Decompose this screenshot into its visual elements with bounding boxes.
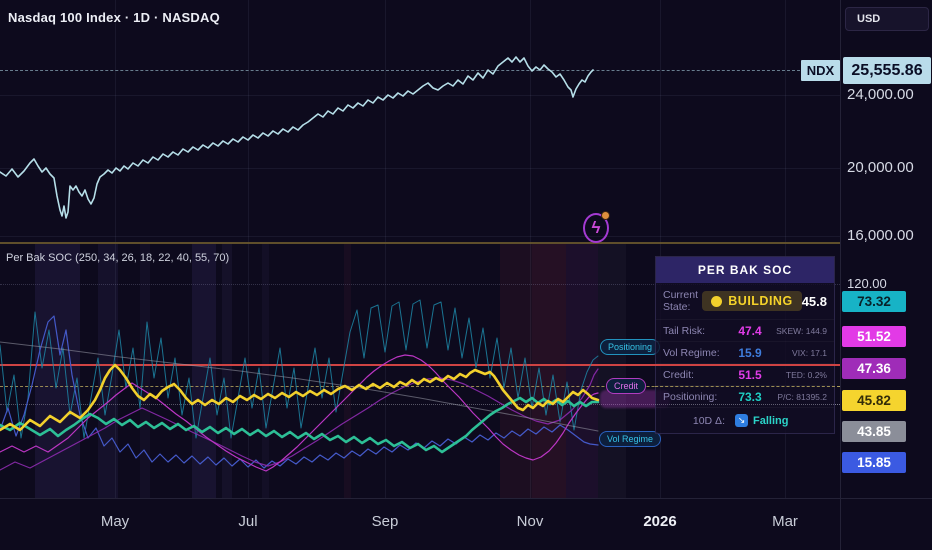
alert-flash-icon[interactable]: ϟ [583,213,609,243]
delta-row: 10D Δ: ↘ Falling [656,407,834,433]
time-label-mar: Mar [772,513,798,530]
grid-vline [785,0,786,498]
panel-row-label: Positioning: [663,390,718,403]
panel-row-extra: P/C: 81395.2 [777,391,827,402]
grid-vline [530,0,531,498]
panel-row-label: Credit: [663,368,694,381]
panel-row-extra: TED: 0.2% [785,369,827,380]
series-soc-signal-teal- [0,396,600,454]
series-tag-positioning[interactable]: Positioning [600,339,661,355]
level-line [0,70,800,71]
price-tick-label: 24,000.00 [847,86,914,103]
pane-divider[interactable] [0,242,840,244]
chart-plot-area[interactable]: ϟ Nasdaq 100 Index · 1D · NASDAQ Per Bak… [0,0,840,498]
last-price-badge: 25,555.86 [843,57,931,84]
panel-row: Credit: 51.5 TED: 0.2% [656,363,834,385]
series-vol-regime-15-85- [0,315,599,469]
price-and-indicator-series [0,56,600,472]
tag-ghost [600,390,670,408]
time-label-nov: Nov [516,513,544,530]
level-line [0,284,840,285]
regime-band [532,244,566,498]
level-line-overlay [655,404,840,405]
series-tag-credit[interactable]: Credit [606,378,647,394]
delta-value: Falling [753,414,789,427]
indicator-value-label: 47.36 [842,357,906,379]
alert-notification-dot [601,211,610,220]
level-line [0,386,840,387]
grid-vline [115,0,116,498]
grid-hline [0,95,840,96]
per-bak-soc-panel: PER BAK SOC Current State: BUILDING 45.8… [655,256,835,434]
series-composite-45-82-building- [0,363,600,432]
level-line-overlay [655,386,840,387]
regime-band [140,244,150,498]
indicator-value-label: 43.85 [842,420,906,442]
indicator-value-label: 45.82 [842,389,906,411]
grid-vline [248,0,249,498]
regime-band [35,244,80,498]
indicator-value-label: 51.52 [842,325,906,347]
panel-row-label: Tail Risk: [663,324,706,337]
symbol-title[interactable]: Nasdaq 100 Index · 1D · NASDAQ [8,10,220,25]
panel-row-label: Vol Regime: [663,346,720,359]
grid-hline [0,168,840,169]
level-line [0,364,840,366]
currency-button[interactable]: USD [845,7,929,31]
time-label-2026: 2026 [643,513,677,530]
grid-vline [385,0,386,498]
indicator-title[interactable]: Per Bak SOC (250, 34, 26, 18, 22, 40, 55… [6,252,230,264]
panel-row-value: 47.4 [738,323,762,338]
panel-row-extra: VIX: 17.1 [792,347,827,358]
time-label-jul: Jul [238,513,258,530]
regime-band [222,244,232,498]
indicator-value-label: 73.32 [842,290,906,312]
current-state-row: Current State: BUILDING 45.8 [656,283,834,319]
panel-row-extra: SKEW: 144.9 [776,325,827,336]
price-tick-label: 20,000.00 [847,159,914,176]
panel-title: PER BAK SOC [656,257,834,283]
falling-arrow-icon: ↘ [735,414,748,427]
regime-band [344,244,351,498]
state-dot-icon [711,295,723,307]
delta-label: 10D Δ: [692,414,725,427]
regime-band [566,244,598,498]
axis-corner-divider [840,499,841,550]
state-score: 45.8 [801,293,827,309]
time-label-may: May [100,513,130,530]
panel-row-value: 73.3 [738,389,762,404]
panel-row: Tail Risk: 47.4 SKEW: 144.9 [656,319,834,341]
regime-band [262,244,269,498]
level-line [0,404,840,405]
indicator-tick-label: 120.00 [847,276,887,291]
indicator-value-label: 15.85 [842,451,906,473]
current-state-label: Current State: [663,289,699,313]
series-tag-vol-regime[interactable]: Vol Regime [599,431,662,447]
series-baseline-ma-43-85- [0,341,599,432]
state-chip: BUILDING [702,291,802,311]
price-tick-label: 16,000.00 [847,227,914,244]
panel-row: Vol Regime: 15.9 VIX: 17.1 [656,341,834,363]
price-axis[interactable]: 24,000.00 20,000.00 16,000.00 120.00 73.32 5… [840,0,932,498]
state-value: BUILDING [728,294,793,308]
series-positioning-73-32- [0,299,599,439]
series-credit-51-52- [0,354,599,472]
panel-row-value: 15.9 [738,345,762,360]
time-axis[interactable]: May Jul Sep Nov 2026 Mar [0,498,932,550]
level-line-overlay [655,364,840,366]
grid-hline [0,236,840,237]
time-label-sep: Sep [371,513,399,530]
panel-row-value: 51.5 [738,367,762,382]
panel-row: Positioning: 73.3 P/C: 81395.2 [656,385,834,407]
series-ndx-close [0,56,594,219]
symbol-price-badge: NDX [801,60,840,81]
series-tail-risk-47-36- [0,368,599,471]
grid-vline [660,0,661,498]
